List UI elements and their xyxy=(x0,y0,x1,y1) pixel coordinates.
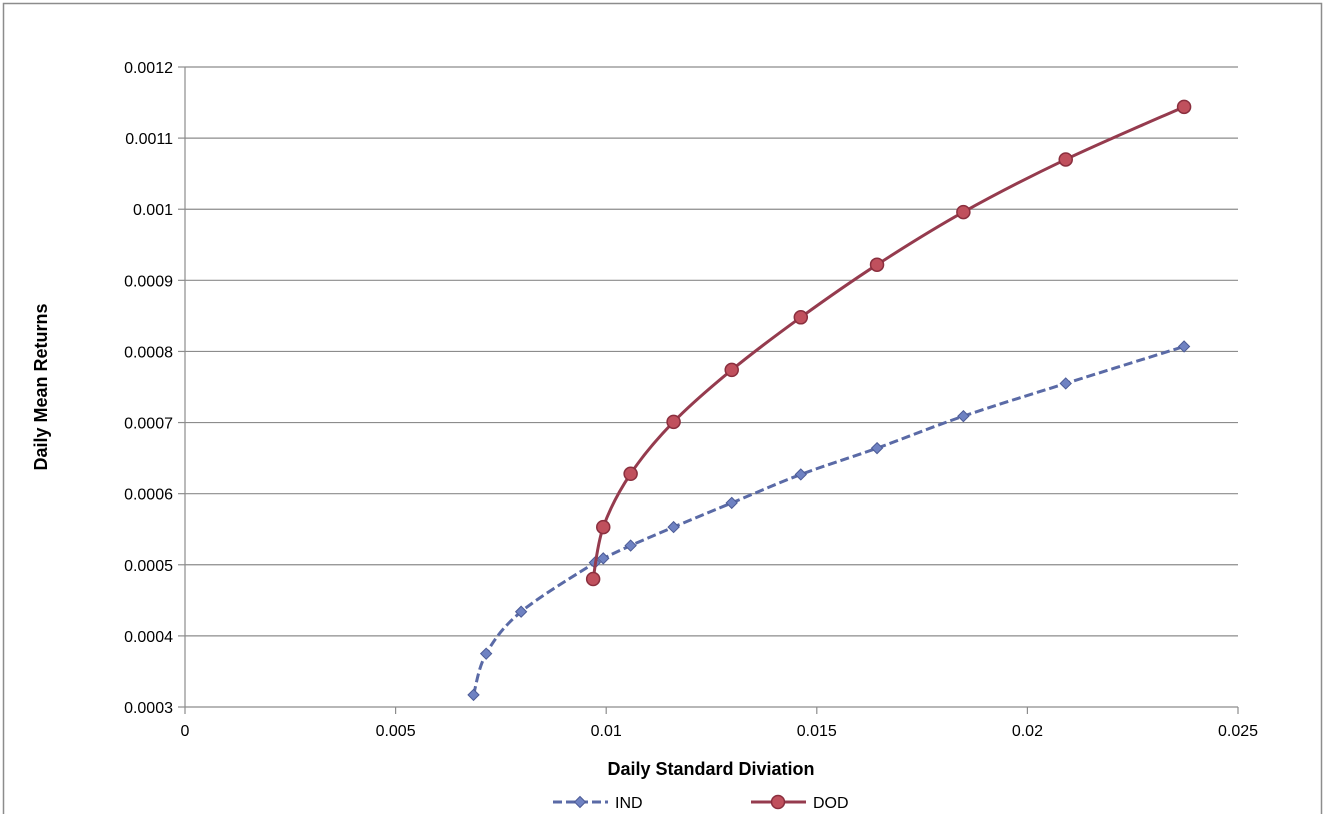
x-tick-label: 0 xyxy=(181,723,190,740)
y-axis-title: Daily Mean Returns xyxy=(31,303,51,470)
data-point-ind xyxy=(667,520,680,534)
data-point-ind xyxy=(467,688,480,702)
y-tick-label: 0.0007 xyxy=(124,416,173,433)
x-tick-label: 0.01 xyxy=(591,723,622,740)
data-point-ind xyxy=(624,539,637,552)
legend-marker xyxy=(573,795,587,809)
y-tick-labels: 0.0003 0.0004 0.0005 0.0006 0.0007 0.0008 0.00… xyxy=(124,60,173,717)
data-point-dod xyxy=(869,257,885,272)
data-point-dod xyxy=(1176,99,1192,115)
x-tick-labels: 0 0.005 0.01 0.015 0.02 0.025 xyxy=(181,723,1259,740)
data-point-dod xyxy=(585,571,601,587)
x-tick-label: 0.015 xyxy=(797,723,837,740)
data-point-dod xyxy=(666,414,681,430)
axes xyxy=(178,66,1239,714)
data-point-ind xyxy=(794,468,808,481)
series-dod xyxy=(585,99,1192,587)
series-ind xyxy=(467,340,1191,702)
x-axis-title: Daily Standard Diviation xyxy=(607,759,814,779)
data-point-ind xyxy=(479,647,493,660)
x-tick-label: 0.025 xyxy=(1218,723,1258,740)
y-tick-label: 0.0004 xyxy=(124,629,173,646)
data-point-ind xyxy=(1177,340,1191,353)
data-point-ind xyxy=(1059,377,1072,390)
legend-label: DOD xyxy=(813,795,849,812)
data-point-dod xyxy=(956,204,971,220)
legend-label: IND xyxy=(615,795,643,812)
series-line-ind xyxy=(472,345,1185,696)
data-point-dod xyxy=(1058,152,1073,167)
y-tick-label: 0.0009 xyxy=(124,273,173,290)
data-point-ind xyxy=(597,552,610,565)
data-point-ind xyxy=(957,409,970,423)
legend-item-dod: DOD xyxy=(751,794,849,812)
legend-item-ind: IND xyxy=(553,795,643,812)
x-tick-label: 0.02 xyxy=(1012,723,1043,740)
y-tick-label: 0.0008 xyxy=(124,344,173,361)
series-line-dod xyxy=(591,105,1185,580)
y-tick-label: 0.0003 xyxy=(124,700,173,717)
legend-marker xyxy=(770,794,786,810)
data-point-ind xyxy=(725,496,738,510)
data-point-ind xyxy=(514,605,528,618)
data-point-dod xyxy=(596,519,611,535)
y-tick-label: 0.0006 xyxy=(124,487,173,504)
data-point-dod xyxy=(623,466,638,482)
data-point-dod xyxy=(724,362,739,378)
y-tick-label: 0.0005 xyxy=(124,558,173,575)
gridlines xyxy=(185,66,1238,637)
data-point-dod xyxy=(793,310,809,325)
legend: IND DOD xyxy=(553,794,849,812)
data-point-ind xyxy=(870,441,884,455)
y-tick-label: 0.001 xyxy=(133,202,173,219)
x-tick-label: 0.005 xyxy=(376,723,416,740)
series-layer xyxy=(467,99,1192,702)
y-tick-label: 0.0011 xyxy=(125,131,173,148)
y-tick-label: 0.0012 xyxy=(124,60,173,77)
